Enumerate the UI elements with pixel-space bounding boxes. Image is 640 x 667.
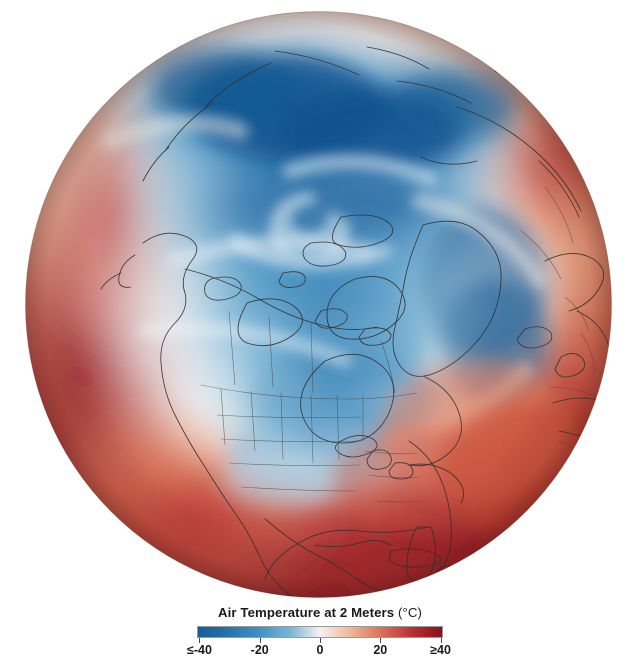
state-border-h3: [228, 462, 360, 466]
hudson-bay-outline: [300, 353, 395, 444]
colorbar-tick-label-1: -20: [250, 643, 269, 657]
coastline-layer: [100, 46, 612, 598]
archipelago-fragment-c: [358, 327, 392, 346]
us-canada-border: [200, 384, 418, 400]
archipelago-fragment-a: [278, 271, 306, 288]
europe-border-c: [548, 386, 598, 398]
state-border-h4: [240, 486, 358, 492]
globe-rim: [25, 11, 612, 598]
victoria-island-outline: [237, 298, 303, 347]
iceland-outline: [516, 326, 553, 349]
mexico-guatemala-border: [324, 558, 360, 564]
labrador-coast: [408, 376, 462, 467]
siberia-arctic-coast: [456, 106, 582, 212]
province-border-v2: [268, 316, 274, 388]
province-border-v3: [310, 322, 314, 394]
colorbar-tick-2: [320, 638, 321, 643]
gulf-of-mexico-coast: [264, 526, 430, 580]
colorbar-tick-label-3: 20: [373, 643, 388, 657]
colorbar-tick-3: [380, 638, 382, 643]
cuba-outline: [388, 548, 442, 568]
province-border-v4: [380, 340, 396, 394]
puerto-rico-outline: [476, 576, 494, 584]
bering-strait-coast: [204, 62, 272, 108]
state-border-h5: [364, 450, 418, 454]
legend: Air Temperature at 2 Meters (°C) ≤-40 -20…: [0, 604, 640, 667]
colorbar-tick-label-0: ≤-40: [186, 643, 212, 657]
legend-title: Air Temperature at 2 Meters (°C): [0, 604, 640, 621]
aleutian-arc: [100, 272, 122, 290]
colorbar-tick-0: [199, 638, 201, 643]
state-border-h1: [216, 414, 362, 418]
eurasia-border-b: [520, 230, 562, 280]
north-america-west-coast: [142, 232, 320, 598]
baffin-island-outline: [326, 276, 406, 340]
legend-title-unit: (°C): [397, 605, 422, 620]
scandinavia-outline: [544, 253, 605, 312]
lake-michigan-huron-outline: [366, 449, 392, 470]
devon-island-outline: [302, 241, 347, 267]
barents-coast: [420, 156, 478, 165]
florida-outline: [406, 526, 436, 582]
colorbar-gradient: [198, 627, 442, 637]
state-border-v2: [250, 390, 256, 452]
severnaya-zemlya-coast: [396, 80, 472, 104]
archipelago-fragment-b: [314, 308, 348, 329]
south-america-north-coast: [424, 586, 578, 598]
state-border-v1: [220, 388, 226, 446]
colorbar-tick-label-4: ≥40: [430, 643, 451, 657]
state-border-v4: [310, 394, 314, 464]
state-border-h6: [368, 474, 420, 478]
colorbar-tick-labels: ≤-40 -20 0 20 ≥40: [187, 643, 451, 661]
province-border-v1: [228, 310, 236, 386]
yucatan-coast: [314, 540, 392, 548]
eurasia-border-a: [544, 186, 574, 244]
colorbar: [197, 626, 443, 638]
colorbar-area: ≤-40 -20 0 20 ≥40: [187, 626, 451, 661]
ellesmere-island-outline: [332, 214, 394, 248]
lesser-antilles-arc: [494, 566, 508, 598]
legend-title-main: Air Temperature at 2 Meters: [218, 605, 395, 620]
british-isles-outline: [554, 353, 586, 378]
globe-svg: [25, 11, 612, 598]
temperature-field: [25, 11, 612, 598]
ural-coast: [538, 160, 580, 218]
central-america-border: [368, 566, 394, 580]
canada-arctic-coast: [184, 268, 378, 330]
colorbar-ticks: [197, 638, 443, 643]
banks-island-outline: [204, 276, 242, 301]
state-border-v5: [336, 394, 340, 460]
chukotka-coast: [274, 50, 360, 76]
globe-visualization: [25, 11, 612, 598]
kamchatka-coast: [164, 102, 214, 152]
state-border-h2: [220, 438, 362, 442]
newfoundland-maritimes: [408, 463, 465, 504]
us-east-coast: [408, 440, 452, 578]
state-border-h7: [376, 500, 422, 503]
europe-border-b: [580, 332, 596, 374]
new-siberian-islands: [366, 46, 430, 70]
alaska-peninsula: [118, 254, 136, 288]
kuril-arc: [142, 146, 170, 182]
colorbar-tick-4: [440, 638, 442, 643]
colorbar-tick-label-2: 0: [316, 643, 324, 657]
europe-border-a: [564, 296, 590, 332]
state-border-v3: [280, 392, 284, 460]
lake-superior-outline: [335, 435, 378, 458]
colorbar-tick-1: [259, 638, 261, 643]
